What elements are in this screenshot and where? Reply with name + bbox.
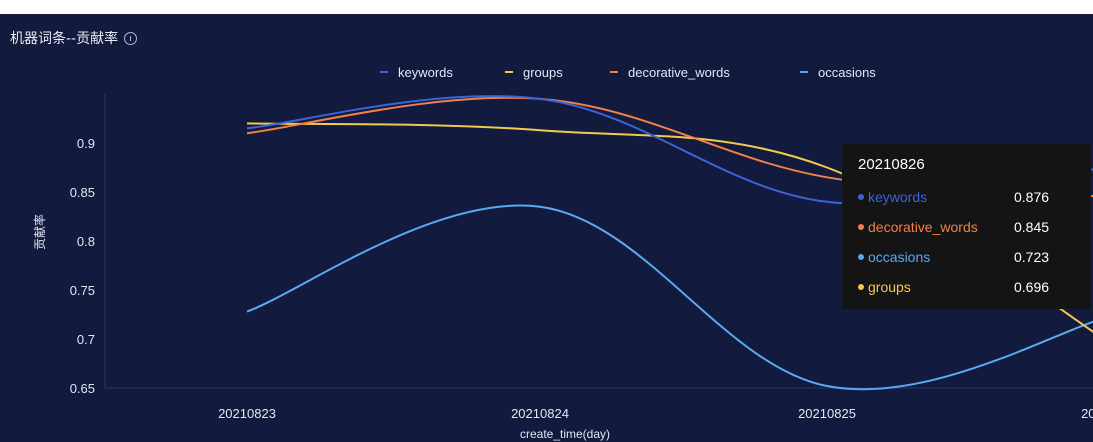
- tooltip-dot: [858, 283, 864, 290]
- y-tick-label: 0.65: [70, 381, 95, 396]
- tooltip-row: keywords 0.876: [858, 185, 1075, 208]
- tooltip-series-value: 0.876: [1014, 188, 1050, 205]
- legend-label[interactable]: occasions: [818, 65, 876, 80]
- tooltip-series-name: keywords: [868, 188, 928, 205]
- x-tick-label: 20210823: [218, 406, 276, 421]
- tooltip-series-name: occasions: [868, 248, 931, 265]
- y-tick-label: 0.85: [70, 185, 95, 200]
- legend-label[interactable]: decorative_words: [628, 65, 730, 80]
- chart-title: 机器词条--贡献率: [10, 31, 119, 47]
- chart-title-group: 机器词条--贡献率: [10, 28, 138, 48]
- tooltip-series-value: 0.723: [1014, 248, 1050, 265]
- tooltip-dot: [858, 253, 864, 260]
- info-icon[interactable]: [124, 31, 138, 45]
- tooltip-dot: [858, 193, 864, 200]
- tooltip-series-name: decorative_words: [868, 218, 978, 235]
- y-tick-label: 0.7: [77, 332, 95, 347]
- y-tick-label: 0.75: [70, 283, 95, 298]
- x-axis-label: create_time(day): [520, 427, 610, 441]
- tooltip-row: decorative_words 0.845: [858, 215, 1075, 238]
- tooltip-series-value: 0.845: [1014, 218, 1050, 235]
- series-line-occasions[interactable]: [246, 204, 1093, 391]
- x-tick-label: 20210826: [1081, 406, 1093, 421]
- tooltip: 20210826 keywords 0.876 decorative_words…: [842, 144, 1091, 309]
- x-tick-label: 20210825: [798, 406, 856, 421]
- tooltip-dot: [858, 223, 864, 230]
- axes-group: 0.9 0.85 0.8 0.75 0.7 0.65 贡献率 20210823 20210824…: [32, 94, 1093, 441]
- line-chart: 0.9 0.85 0.8 0.75 0.7 0.65 贡献率 20210823 20210824…: [32, 65, 1093, 441]
- y-axis-label: 贡献率: [32, 214, 47, 250]
- tooltip-series-value: 0.696: [1014, 278, 1050, 295]
- legend-label[interactable]: groups: [523, 65, 563, 80]
- y-tick-label: 0.8: [77, 234, 95, 249]
- tooltip-date: 20210826: [858, 156, 925, 173]
- legend-label[interactable]: keywords: [398, 65, 453, 80]
- y-tick-label: 0.9: [77, 136, 95, 151]
- chart-panel: 机器词条--贡献率 0.9 0.85 0.8 0.75 0.7 0.65 贡献率 202108…: [0, 14, 1093, 442]
- x-tick-label: 20210824: [511, 406, 569, 421]
- tooltip-series-name: groups: [868, 278, 911, 295]
- tooltip-row: groups 0.696: [858, 275, 1075, 298]
- tooltip-row: occasions 0.723: [858, 245, 1075, 268]
- legend: keywords groups decorative_words occasions: [380, 65, 876, 80]
